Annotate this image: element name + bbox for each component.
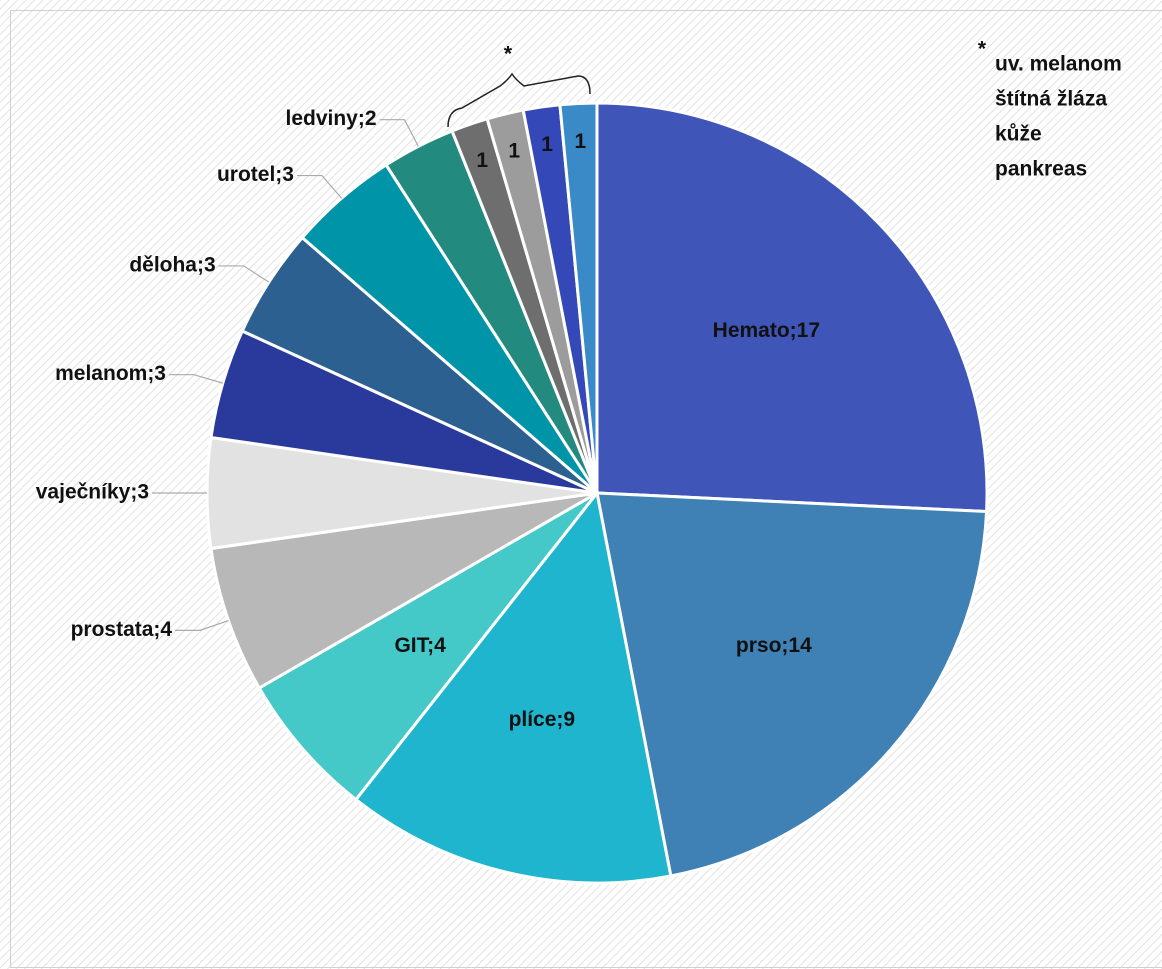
slice-label: Hemato;17 bbox=[713, 319, 820, 342]
slice-label: prostata;4 bbox=[71, 618, 173, 641]
slice-label: 1 bbox=[574, 130, 586, 153]
slice bbox=[209, 491, 598, 691]
slice-label: melanom;3 bbox=[55, 362, 166, 385]
bracket-star: * bbox=[504, 43, 513, 66]
slice bbox=[558, 101, 599, 494]
slice-label: plíce;9 bbox=[509, 708, 576, 731]
leader-line bbox=[169, 374, 223, 384]
slice-label: 1 bbox=[541, 133, 553, 156]
slice-label: děloha;3 bbox=[129, 253, 215, 276]
slice-label: 1 bbox=[508, 139, 520, 162]
slice bbox=[595, 101, 989, 514]
leader-line bbox=[379, 119, 419, 147]
slice-label: urotel;3 bbox=[217, 163, 294, 186]
slice-label: ledviny;2 bbox=[285, 107, 376, 130]
leader-line bbox=[296, 174, 343, 199]
slice-label: 1 bbox=[476, 149, 488, 172]
legend-entry: štítná žláza bbox=[995, 88, 1107, 111]
slice bbox=[257, 491, 599, 802]
legend-star: * bbox=[978, 38, 987, 61]
slice-label: GIT;4 bbox=[394, 634, 446, 657]
legend-entry: kůže bbox=[995, 123, 1042, 146]
slice-label: prso;14 bbox=[736, 634, 812, 657]
slice-label: vaječníky;3 bbox=[36, 481, 149, 504]
bracket bbox=[447, 72, 591, 128]
legend-entry: uv. melanom bbox=[995, 53, 1122, 76]
slice bbox=[353, 489, 673, 885]
leader-line bbox=[175, 619, 229, 631]
leader-line bbox=[218, 265, 270, 283]
frame bbox=[10, 10, 1162, 968]
slice bbox=[595, 491, 989, 878]
legend-entry: pankreas bbox=[995, 158, 1087, 181]
